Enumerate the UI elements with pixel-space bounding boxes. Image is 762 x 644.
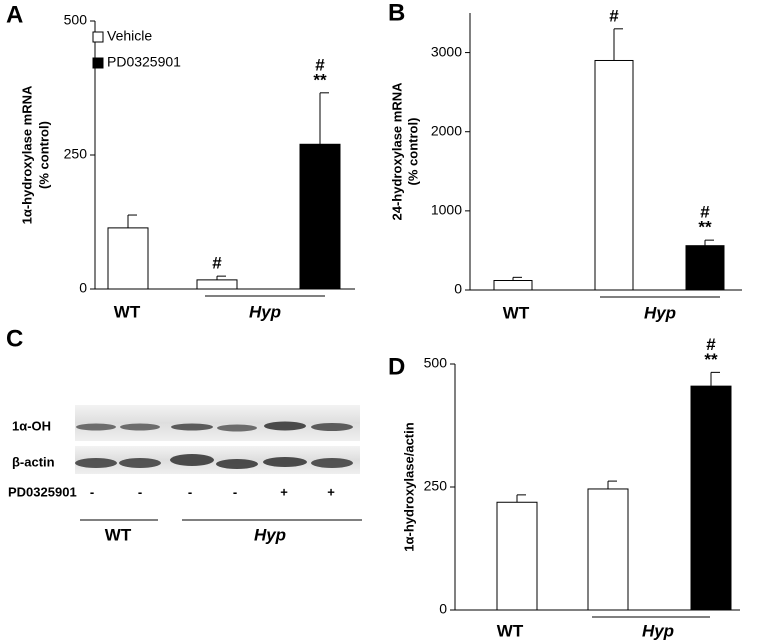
panel-label: C xyxy=(6,325,23,352)
significance-marker: # xyxy=(212,254,222,273)
y-axis-label: (% control) xyxy=(36,121,51,189)
significance-marker: # xyxy=(315,55,325,74)
blot-row-label: 1α-OH xyxy=(12,418,51,433)
y-tick-label: 3000 xyxy=(431,43,462,59)
lane-sign: - xyxy=(138,484,142,499)
y-tick-label: 0 xyxy=(439,601,447,617)
bar xyxy=(107,227,149,290)
significance-marker: ** xyxy=(313,70,327,89)
y-tick-label: 2000 xyxy=(431,122,462,138)
y-tick-label: 1000 xyxy=(431,202,462,218)
lane-sign: - xyxy=(90,484,94,499)
panel-label: B xyxy=(388,0,405,26)
bar xyxy=(493,280,533,291)
legend-label: Vehicle xyxy=(107,28,152,44)
bar xyxy=(299,143,341,290)
bar xyxy=(196,279,238,290)
legend-label: PD0325901 xyxy=(107,54,181,70)
group-label: WT xyxy=(105,525,132,544)
y-tick-label: 0 xyxy=(454,281,462,297)
bar xyxy=(496,501,538,611)
lane-sign: - xyxy=(233,484,237,499)
significance-marker: ** xyxy=(698,218,712,237)
panel-label: D xyxy=(388,353,405,380)
lane-sign: + xyxy=(280,484,288,499)
legend-swatch xyxy=(92,57,104,69)
x-category-label: Hyp xyxy=(249,302,281,321)
x-category-label: WT xyxy=(503,303,530,322)
y-axis-label: (% control) xyxy=(405,118,420,186)
significance-marker: # xyxy=(706,335,716,354)
blot-row-label: β-actin xyxy=(12,454,55,469)
x-category-label: Hyp xyxy=(642,621,674,640)
bar xyxy=(587,488,629,611)
significance-marker: # xyxy=(609,6,619,25)
lane-sign: - xyxy=(188,484,192,499)
treatment-label: PD0325901 xyxy=(8,484,77,499)
significance-marker: ** xyxy=(704,350,718,369)
bar xyxy=(685,245,725,291)
x-category-label: WT xyxy=(497,621,524,640)
y-axis-label: 1α-hydroxylase/actin xyxy=(401,422,416,551)
group-label: Hyp xyxy=(254,525,286,544)
y-tick-label: 250 xyxy=(424,478,448,494)
y-tick-label: 250 xyxy=(64,146,88,162)
y-axis-label: 24-hydroxylase mRNA xyxy=(389,82,404,221)
x-category-label: Hyp xyxy=(644,303,676,322)
bar xyxy=(690,385,732,611)
blot-image xyxy=(75,405,360,474)
legend-swatch xyxy=(92,31,104,43)
y-axis-label: 1α-hydroxylase mRNA xyxy=(19,85,34,224)
y-tick-label: 500 xyxy=(64,12,88,28)
y-tick-label: 0 xyxy=(79,280,87,296)
panel-label: A xyxy=(6,1,23,28)
lane-sign: + xyxy=(327,484,335,499)
x-category-label: WT xyxy=(114,302,141,321)
significance-marker: # xyxy=(700,203,710,222)
bar xyxy=(594,59,634,291)
y-tick-label: 500 xyxy=(424,355,448,371)
